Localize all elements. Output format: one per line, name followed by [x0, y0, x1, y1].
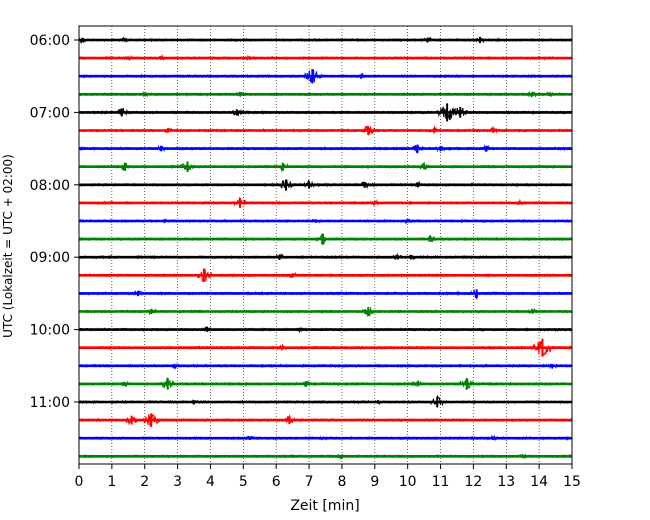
y-tick-label: 08:00 — [30, 178, 70, 194]
x-tick-label: 12 — [464, 474, 482, 490]
trace-0615 — [78, 53, 573, 61]
trace-0730 — [78, 144, 573, 155]
trace-1045 — [78, 377, 573, 390]
x-tick-label: 9 — [370, 474, 379, 490]
trace-0600 — [78, 36, 572, 45]
trace-0930 — [78, 288, 573, 301]
trace-1115 — [79, 413, 573, 427]
y-tick-label: 09:00 — [30, 250, 70, 266]
y-axis-label: UTC (Lokalzeit = UTC + 02:00) — [1, 154, 15, 338]
trace-1145 — [78, 453, 573, 461]
y-axis: 06:00 07:00 08:00 09:00 10:00 11:00 — [30, 33, 79, 411]
trace-1100 — [78, 394, 573, 408]
x-tick-label: 7 — [305, 474, 314, 490]
trace-0945 — [78, 307, 572, 317]
trace-0845 — [78, 233, 573, 246]
trace-1015 — [78, 338, 573, 357]
trace-0800 — [78, 179, 573, 191]
y-tick-label: 10:00 — [30, 323, 70, 339]
x-tick-label: 4 — [206, 474, 215, 490]
x-tick-label: 0 — [75, 474, 84, 490]
trace-0815 — [78, 197, 573, 208]
trace-0700 — [78, 103, 573, 122]
x-tick-label: 6 — [272, 474, 281, 490]
trace-0715 — [78, 124, 573, 136]
trace-1000 — [78, 326, 573, 334]
x-tick-label: 8 — [337, 474, 346, 490]
x-tick-label: 1 — [107, 474, 116, 490]
x-tick-label: 15 — [563, 474, 581, 490]
x-tick-label: 3 — [173, 474, 182, 490]
plot-frame — [78, 25, 573, 465]
trace-0745 — [78, 161, 572, 173]
x-tick-label: 11 — [432, 474, 450, 490]
trace-1130 — [78, 434, 573, 441]
x-axis-label: Zeit [min] — [290, 498, 359, 514]
trace-0900 — [78, 252, 573, 261]
x-tick-label: 14 — [530, 474, 548, 490]
trace-0830 — [78, 218, 573, 225]
y-tick-label: 07:00 — [30, 105, 70, 121]
x-tick-label: 2 — [140, 474, 149, 490]
y-tick-label: 06:00 — [30, 33, 70, 49]
trace-1030 — [78, 362, 573, 370]
grid-lines — [111, 26, 540, 464]
x-axis: 0 1 2 3 4 5 6 7 8 9 10 11 12 13 14 15 — [75, 464, 581, 490]
x-tick-label: 13 — [497, 474, 515, 490]
trace-0915 — [78, 268, 573, 283]
x-tick-label: 10 — [399, 474, 417, 490]
trace-0645 — [78, 90, 573, 99]
y-tick-label: 11:00 — [30, 395, 70, 411]
trace-0630 — [78, 69, 573, 84]
x-tick-label: 5 — [239, 474, 248, 490]
trace-lines — [78, 36, 573, 461]
